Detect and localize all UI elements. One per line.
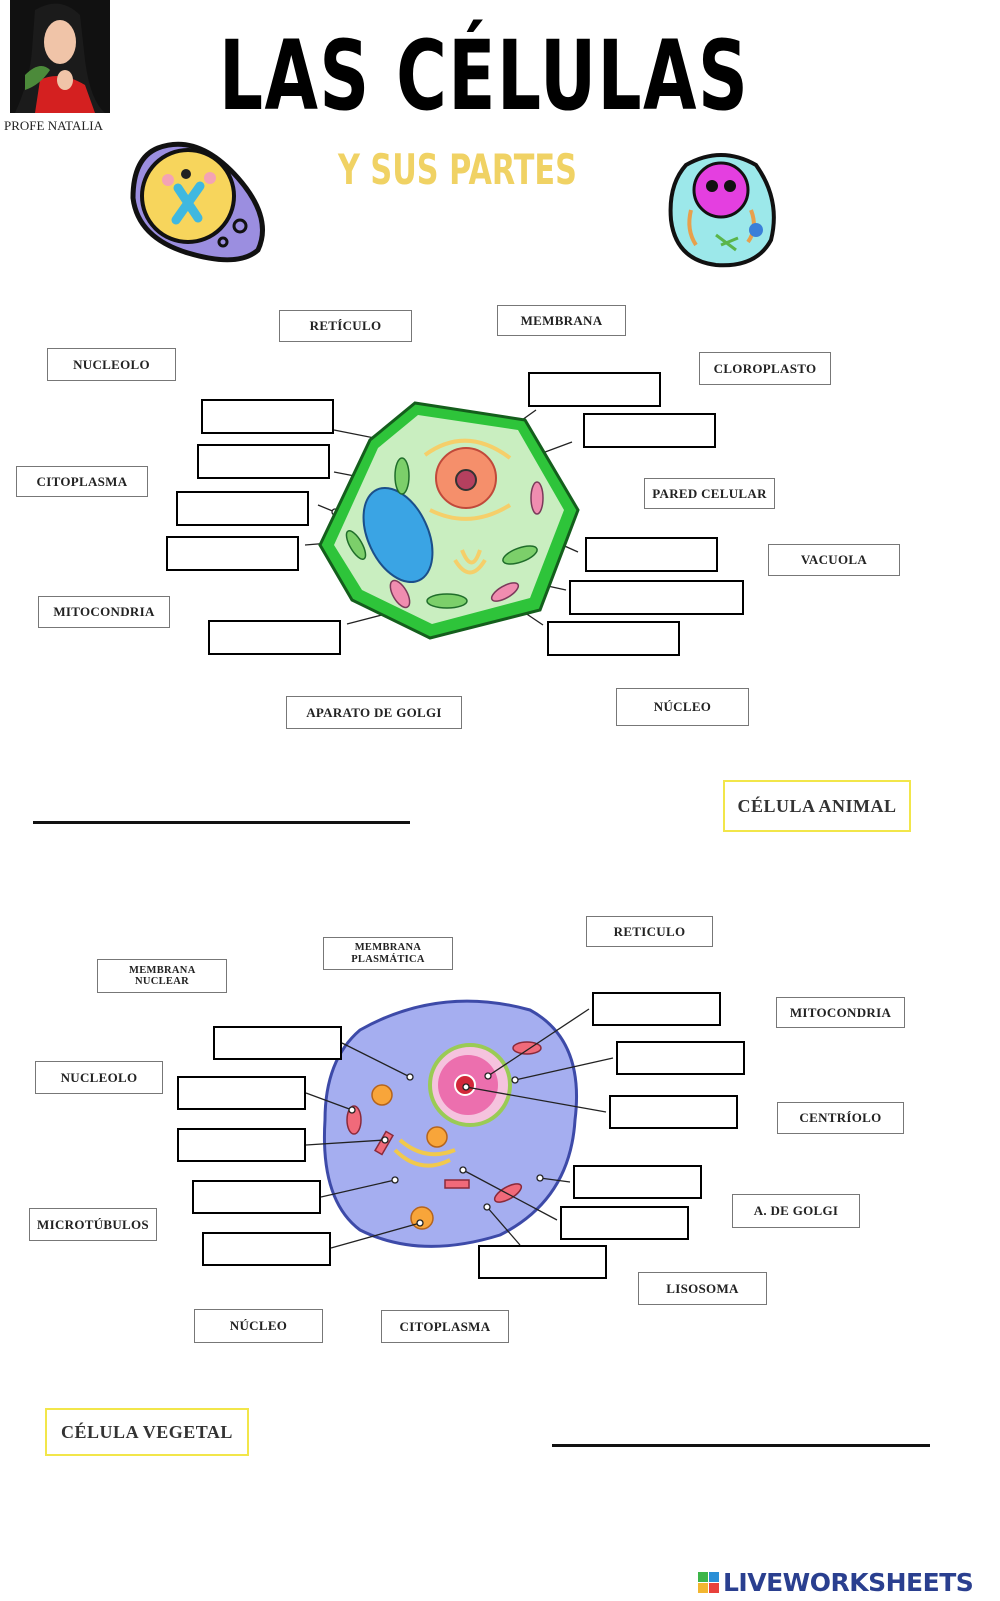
label-lisosoma[interactable]: LISOSOMA (638, 1272, 767, 1305)
label-centriolo[interactable]: CENTRÍOLO (777, 1102, 904, 1134)
answer-box[interactable] (197, 444, 330, 479)
answer-box[interactable] (592, 992, 721, 1026)
label-cloroplasto[interactable]: CLOROPLASTO (699, 352, 831, 385)
cell-diagram-2 (305, 999, 614, 1249)
label-reticulo[interactable]: RETÍCULO (279, 310, 412, 342)
answer-box[interactable] (208, 620, 341, 655)
cell-diagram-1 (304, 401, 580, 640)
answer-box[interactable] (201, 399, 334, 434)
answer-box[interactable] (569, 580, 744, 615)
brand-logo: LIVEWORKSHEETS (698, 1568, 974, 1597)
label-aparato-de-golgi[interactable]: APARATO DE GOLGI (286, 696, 462, 729)
brand-name: LIVEWORKSHEETS (723, 1568, 974, 1597)
answer-box[interactable] (176, 491, 309, 526)
answer-box[interactable] (616, 1041, 745, 1075)
answer-box[interactable] (202, 1232, 331, 1266)
cell-type-label-animal[interactable]: CÉLULA ANIMAL (723, 780, 911, 832)
label-mitocondria[interactable]: MITOCONDRIA (776, 997, 905, 1028)
answer-box[interactable] (573, 1165, 702, 1199)
label-nucleolo[interactable]: NUCLEOLO (47, 348, 176, 381)
answer-box[interactable] (177, 1076, 306, 1110)
label-vacuola[interactable]: VACUOLA (768, 544, 900, 576)
page-title: LAS CÉLULAS (219, 20, 750, 132)
label-membrana-plasmatica[interactable]: MEMBRANA PLASMÁTICA (323, 937, 453, 970)
label-nucleolo[interactable]: NUCLEOLO (35, 1061, 163, 1094)
label-citoplasma[interactable]: CITOPLASMA (16, 466, 148, 497)
author-name: PROFE NATALIA (4, 118, 103, 133)
answer-box[interactable] (583, 413, 716, 448)
answer-box[interactable] (213, 1026, 342, 1060)
answer-line[interactable] (552, 1444, 930, 1447)
label-membrana-nuclear[interactable]: MEMBRANA NUCLEAR (97, 959, 227, 993)
answer-box[interactable] (177, 1128, 306, 1162)
cute-cell-illustration-right (668, 153, 776, 268)
cell-type-label-vegetal[interactable]: CÉLULA VEGETAL (45, 1408, 249, 1456)
label-membrana[interactable]: MEMBRANA (497, 305, 626, 336)
label-pared-celular[interactable]: PARED CELULAR (644, 478, 775, 509)
answer-box[interactable] (560, 1206, 689, 1240)
page-subtitle: Y SUS PARTES (338, 145, 577, 194)
answer-box[interactable] (192, 1180, 321, 1214)
label-mitocondria[interactable]: MITOCONDRIA (38, 596, 170, 628)
answer-line[interactable] (33, 821, 410, 824)
label-nucleo[interactable]: NÚCLEO (616, 688, 749, 726)
answer-box[interactable] (585, 537, 718, 572)
cute-cell-illustration-left (130, 141, 265, 263)
answer-box[interactable] (609, 1095, 738, 1129)
author-photo (10, 0, 110, 113)
answer-box[interactable] (166, 536, 299, 571)
answer-box[interactable] (547, 621, 680, 656)
label-citoplasma[interactable]: CITOPLASMA (381, 1310, 509, 1343)
answer-box[interactable] (478, 1245, 607, 1279)
label-a-de-golgi[interactable]: A. DE GOLGI (732, 1194, 860, 1228)
liveworksheets-logo-icon (698, 1572, 719, 1593)
answer-box[interactable] (528, 372, 661, 407)
label-reticulo[interactable]: RETICULO (586, 916, 713, 947)
label-microtubulos[interactable]: MICROTÚBULOS (29, 1208, 157, 1241)
label-nucleo[interactable]: NÚCLEO (194, 1309, 323, 1343)
